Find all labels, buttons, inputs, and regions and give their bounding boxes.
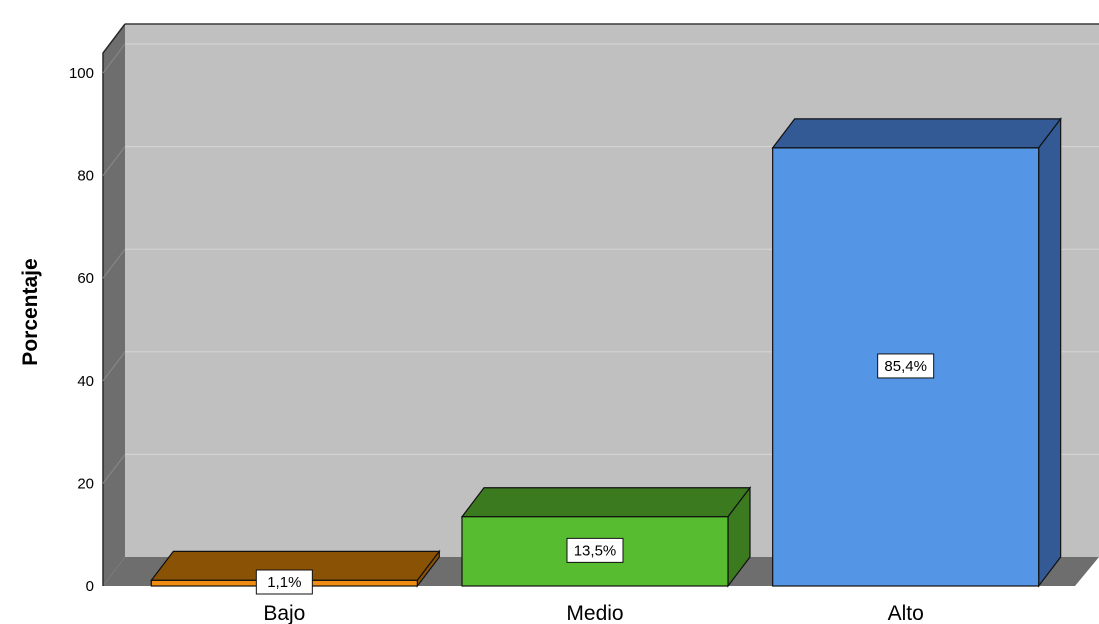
data-label: 85,4%	[877, 353, 935, 379]
data-label-text: 85,4%	[884, 358, 927, 375]
bar-side-face	[1038, 117, 1062, 588]
left-wall-edge	[102, 23, 126, 586]
y-tick-label: 60	[77, 270, 94, 287]
bar-medio: 13,5%	[460, 485, 752, 588]
y-tick-label: 80	[77, 168, 94, 185]
y-tick-label: 40	[77, 373, 94, 390]
data-label-box	[255, 569, 313, 595]
gridline-side	[102, 454, 126, 484]
bars: 1,1% 13,5% 85,4%	[150, 117, 1062, 595]
gridline-side	[102, 351, 126, 382]
gridline-side	[102, 248, 126, 279]
y-tick-label: 0	[86, 578, 94, 595]
data-label-text: 13,5%	[574, 542, 617, 559]
data-label-box	[566, 537, 624, 563]
y-tick-label: 100	[69, 65, 94, 82]
bar-top-face	[460, 487, 752, 518]
gridline-side	[102, 146, 126, 176]
data-label-text: 1,1%	[267, 574, 301, 591]
data-label: 13,5%	[566, 537, 624, 563]
y-tick-label: 20	[77, 475, 94, 492]
bar-top-face	[771, 118, 1062, 149]
x-tick-label: Medio	[566, 602, 623, 624]
data-label-box	[877, 353, 935, 379]
bar-alto: 85,4%	[771, 117, 1062, 588]
x-tick-label: Bajo	[263, 602, 305, 624]
gridline-side	[102, 43, 126, 74]
y-axis-title: Porcentaje	[19, 258, 42, 365]
x-axis: Bajo Medio Alto	[263, 602, 923, 624]
bar-bajo: 1,1%	[150, 549, 441, 595]
left-wall	[103, 24, 125, 586]
x-tick-label: Alto	[888, 602, 924, 624]
y-axis: 0 20 40 60 80 100	[69, 65, 94, 595]
data-label: 1,1%	[255, 569, 313, 595]
